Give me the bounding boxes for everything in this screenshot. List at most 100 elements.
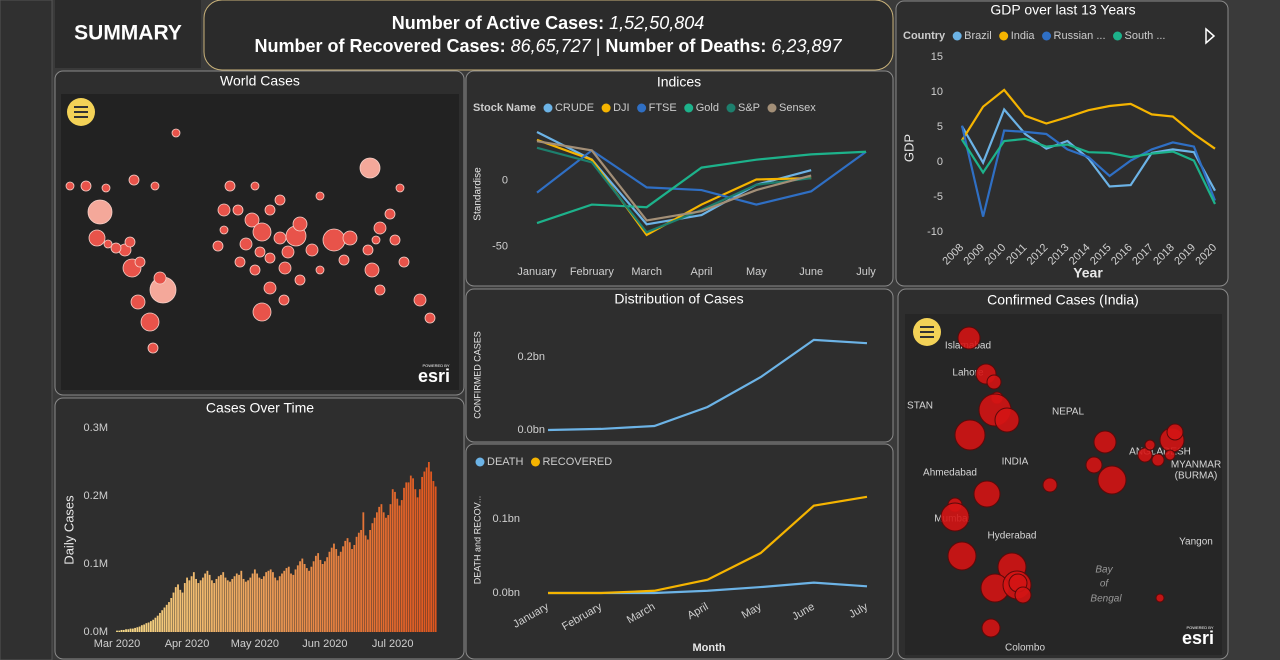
bar <box>432 481 435 632</box>
series-line <box>961 137 1216 205</box>
bar <box>172 592 175 632</box>
map-bubble <box>1166 423 1184 441</box>
bar <box>267 570 270 632</box>
bar <box>136 627 139 632</box>
map-bubble <box>364 262 380 278</box>
series-line <box>548 495 868 595</box>
legend-label: South ... <box>1125 30 1166 42</box>
bar <box>312 561 315 632</box>
bar <box>339 551 342 632</box>
map-label: Bay <box>1095 565 1113 576</box>
legend-label: India <box>1011 30 1036 42</box>
legend-label: Brazil <box>964 30 992 42</box>
map-label: Yangon <box>1179 537 1213 548</box>
map-bubble <box>128 174 140 186</box>
bar <box>292 574 295 632</box>
legend-label: DEATH <box>487 456 524 468</box>
bar <box>131 628 134 632</box>
esri-logo: esri <box>418 366 450 386</box>
bar <box>272 572 274 632</box>
bar <box>396 498 399 632</box>
distribution-panel <box>465 288 894 443</box>
bar <box>278 576 281 632</box>
kpi-label: Number of Active Cases: <box>392 13 604 33</box>
bar <box>220 574 222 632</box>
bar <box>249 577 252 632</box>
map-bubble <box>244 212 260 228</box>
bar <box>244 581 247 632</box>
bar <box>299 561 301 632</box>
chart-title: Indices <box>657 74 701 90</box>
bar <box>152 619 155 632</box>
legend-marker <box>475 457 485 467</box>
bar <box>233 576 236 632</box>
map-bubble <box>212 240 224 252</box>
bar <box>140 625 143 632</box>
bar <box>333 543 335 632</box>
death-recovered-panel <box>465 443 894 660</box>
legend-next[interactable] <box>1205 27 1216 45</box>
y-tick-label: 0.1bn <box>492 513 520 525</box>
bar <box>129 628 132 632</box>
legend-label: Sensex <box>779 102 816 114</box>
map-bubbles <box>65 128 436 354</box>
x-tick-label: Mar 2020 <box>94 638 140 650</box>
bar <box>120 629 123 632</box>
bar <box>362 512 365 632</box>
bar <box>269 569 272 632</box>
bar <box>170 598 173 632</box>
bar <box>206 570 209 632</box>
map-label: Colombo <box>1005 643 1045 654</box>
y-tick-label: -5 <box>933 191 943 203</box>
bar <box>385 517 387 632</box>
map-bubble <box>947 541 977 571</box>
bar <box>143 624 146 632</box>
bar <box>183 583 186 632</box>
x-tick-label: Jul 2020 <box>372 638 414 650</box>
bar <box>389 504 392 632</box>
indices-panel <box>465 70 894 287</box>
y-axis-title: DEATH and RECOV... <box>472 496 482 585</box>
bar <box>391 489 394 632</box>
bar <box>328 551 331 632</box>
kpi-value: 6,23,897 <box>771 36 842 56</box>
bar <box>369 530 372 632</box>
bar <box>240 570 243 632</box>
bar <box>138 626 141 632</box>
map-bubble <box>305 243 319 257</box>
map-label: of <box>1100 579 1110 590</box>
bar <box>256 573 259 632</box>
map-bubble <box>250 181 260 191</box>
map-bubble <box>103 239 113 249</box>
bar <box>407 482 410 632</box>
map-bubble <box>217 203 231 217</box>
legend-marker <box>726 103 736 113</box>
map-bubble <box>986 374 1002 390</box>
map-bubble <box>1042 477 1058 493</box>
map-bubble <box>249 264 261 276</box>
map-bubble <box>252 222 272 242</box>
map-bubble <box>973 480 1001 508</box>
map-bubble <box>1085 456 1103 474</box>
bar <box>150 621 152 632</box>
kpi-value: 86,65,727 <box>511 36 592 56</box>
bar <box>265 572 268 632</box>
bar <box>190 576 193 632</box>
bar <box>287 566 290 632</box>
x-axis-title: Year <box>1073 265 1103 281</box>
y-tick-label: -50 <box>492 241 508 253</box>
map-bubble <box>263 281 277 295</box>
side-strip <box>0 0 53 660</box>
bar <box>208 574 211 632</box>
bar <box>285 568 288 632</box>
map-bubble <box>292 216 308 232</box>
bar <box>211 580 213 632</box>
map-label: Lahore <box>952 368 984 379</box>
map-bubble <box>1097 465 1127 495</box>
bar <box>394 491 396 632</box>
bar <box>199 580 202 632</box>
y-tick-label: 0 <box>937 156 943 168</box>
series-line <box>547 338 868 432</box>
y-axis-title: Daily Cases <box>61 495 76 565</box>
bar <box>188 580 191 632</box>
